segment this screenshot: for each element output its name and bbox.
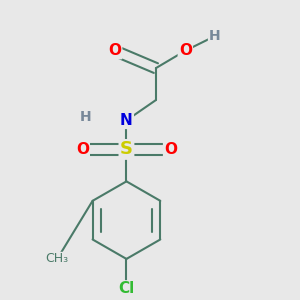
Text: O: O [179, 43, 192, 58]
Text: H: H [209, 29, 220, 43]
Text: N: N [120, 113, 133, 128]
Text: H: H [80, 110, 91, 124]
Text: S: S [120, 140, 133, 158]
Text: O: O [76, 142, 89, 157]
Text: Cl: Cl [118, 281, 135, 296]
Text: O: O [164, 142, 177, 157]
Text: CH₃: CH₃ [46, 252, 69, 266]
Text: O: O [108, 43, 121, 58]
